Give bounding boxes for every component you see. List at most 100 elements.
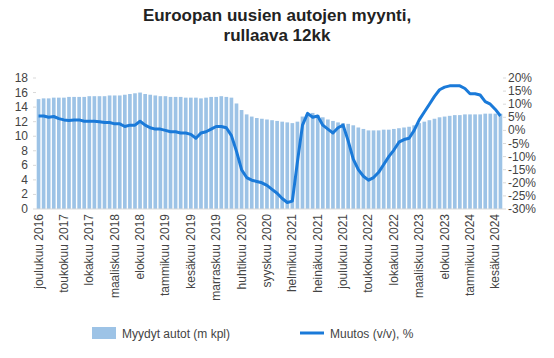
bar (285, 122, 289, 209)
bar (372, 130, 376, 209)
x-tick-label: heinäkuu 2021 (311, 214, 325, 293)
plot-area (37, 86, 503, 209)
bar (164, 96, 168, 209)
bar (230, 98, 234, 209)
bar (306, 114, 310, 209)
bar (209, 97, 213, 209)
legend-label: Muutos (v/v), % (330, 327, 414, 341)
x-tick-label: maaliskuu 2023 (412, 214, 426, 298)
plot-svg: 024681012141618-30%-25%-20%-15%-10%-5%0%… (0, 0, 554, 358)
bar (204, 98, 208, 209)
bar (57, 98, 61, 209)
x-axis (36, 209, 503, 210)
bar (433, 119, 437, 209)
y2-tick (503, 182, 506, 183)
legend-swatch (92, 327, 116, 339)
x-tick-label: elokuu 2018 (133, 214, 147, 280)
y-tick (33, 78, 36, 79)
bar (87, 96, 91, 209)
y-tick-label: 12 (15, 115, 29, 129)
bar (113, 95, 117, 209)
bar (179, 97, 183, 209)
y2-tick (503, 156, 506, 157)
bar (108, 95, 112, 209)
x-tick-label: kesäkuu 2019 (184, 214, 198, 289)
y-tick-label: 14 (15, 100, 29, 114)
y-tick (33, 136, 36, 137)
y-tick-label: 4 (21, 173, 28, 187)
bar (443, 117, 447, 209)
bar (382, 130, 386, 209)
bar (473, 114, 477, 209)
bar (52, 98, 56, 209)
x-tick-label: joulukuu 2016 (32, 214, 46, 290)
y-tick-label: 10 (15, 129, 29, 143)
y-tick-label: 18 (15, 71, 29, 85)
bar (260, 119, 264, 209)
bar (316, 115, 320, 209)
x-tick-label: syyskuu 2020 (260, 214, 274, 288)
y-tick-label: 0 (21, 202, 28, 216)
bar (417, 123, 421, 209)
bar (143, 94, 147, 209)
x-tick-label: lokakuu 2022 (387, 214, 401, 286)
bar (448, 116, 452, 209)
y-tick-label: 2 (21, 187, 28, 201)
x-tick-label: huhtikuu 2020 (235, 214, 249, 290)
bar (98, 96, 102, 209)
y2-tick-label: 10% (508, 97, 532, 111)
y2-tick-label: -10% (508, 150, 536, 164)
y-tick-label: 16 (15, 86, 29, 100)
bar (159, 96, 163, 209)
y-tick (33, 209, 36, 210)
y-tick (33, 165, 36, 166)
x-tick-label: toukokuu 2022 (361, 214, 375, 293)
bar (250, 117, 254, 209)
bar (245, 114, 249, 209)
bar (458, 115, 462, 209)
x-tick-label: helmikuu 2021 (285, 214, 299, 292)
x-tick-label: toukokuu 2017 (57, 214, 71, 293)
chart: Euroopan uusien autojen myynti, rullaava… (0, 0, 554, 358)
bar (67, 97, 71, 209)
y-tick (33, 121, 36, 122)
y2-tick (503, 130, 506, 131)
bar (392, 129, 396, 209)
bar (422, 122, 426, 209)
bar (103, 96, 107, 209)
bar (488, 114, 492, 209)
bar (138, 93, 142, 209)
bar (453, 115, 457, 209)
y2-tick-label: 15% (508, 84, 532, 98)
title: Euroopan uusien autojen myynti, rullaava… (127, 6, 427, 46)
y2-tick (503, 169, 506, 170)
y-tick (33, 107, 36, 108)
bar (499, 114, 503, 209)
bar (428, 120, 432, 209)
bar (478, 114, 482, 209)
bar (255, 118, 259, 209)
bar (214, 97, 218, 209)
bar (265, 119, 269, 209)
bar (189, 98, 193, 209)
bar (225, 97, 229, 209)
bar (194, 98, 198, 209)
bar (133, 93, 137, 209)
bar (82, 97, 86, 209)
y2-tick (503, 104, 506, 105)
bar (387, 130, 391, 209)
bar (93, 96, 97, 209)
legend-swatch (300, 332, 324, 335)
bar (128, 94, 132, 209)
y2-tick-label: -5% (508, 137, 530, 151)
bar (184, 98, 188, 209)
y2-tick (503, 117, 506, 118)
bar (174, 97, 178, 209)
y2-tick (503, 78, 506, 79)
y-tick (33, 150, 36, 151)
x-tick-label: tammikuu 2024 (463, 214, 477, 296)
bar (169, 97, 173, 209)
bar (326, 119, 330, 209)
bar (438, 117, 442, 209)
bar (199, 98, 203, 209)
